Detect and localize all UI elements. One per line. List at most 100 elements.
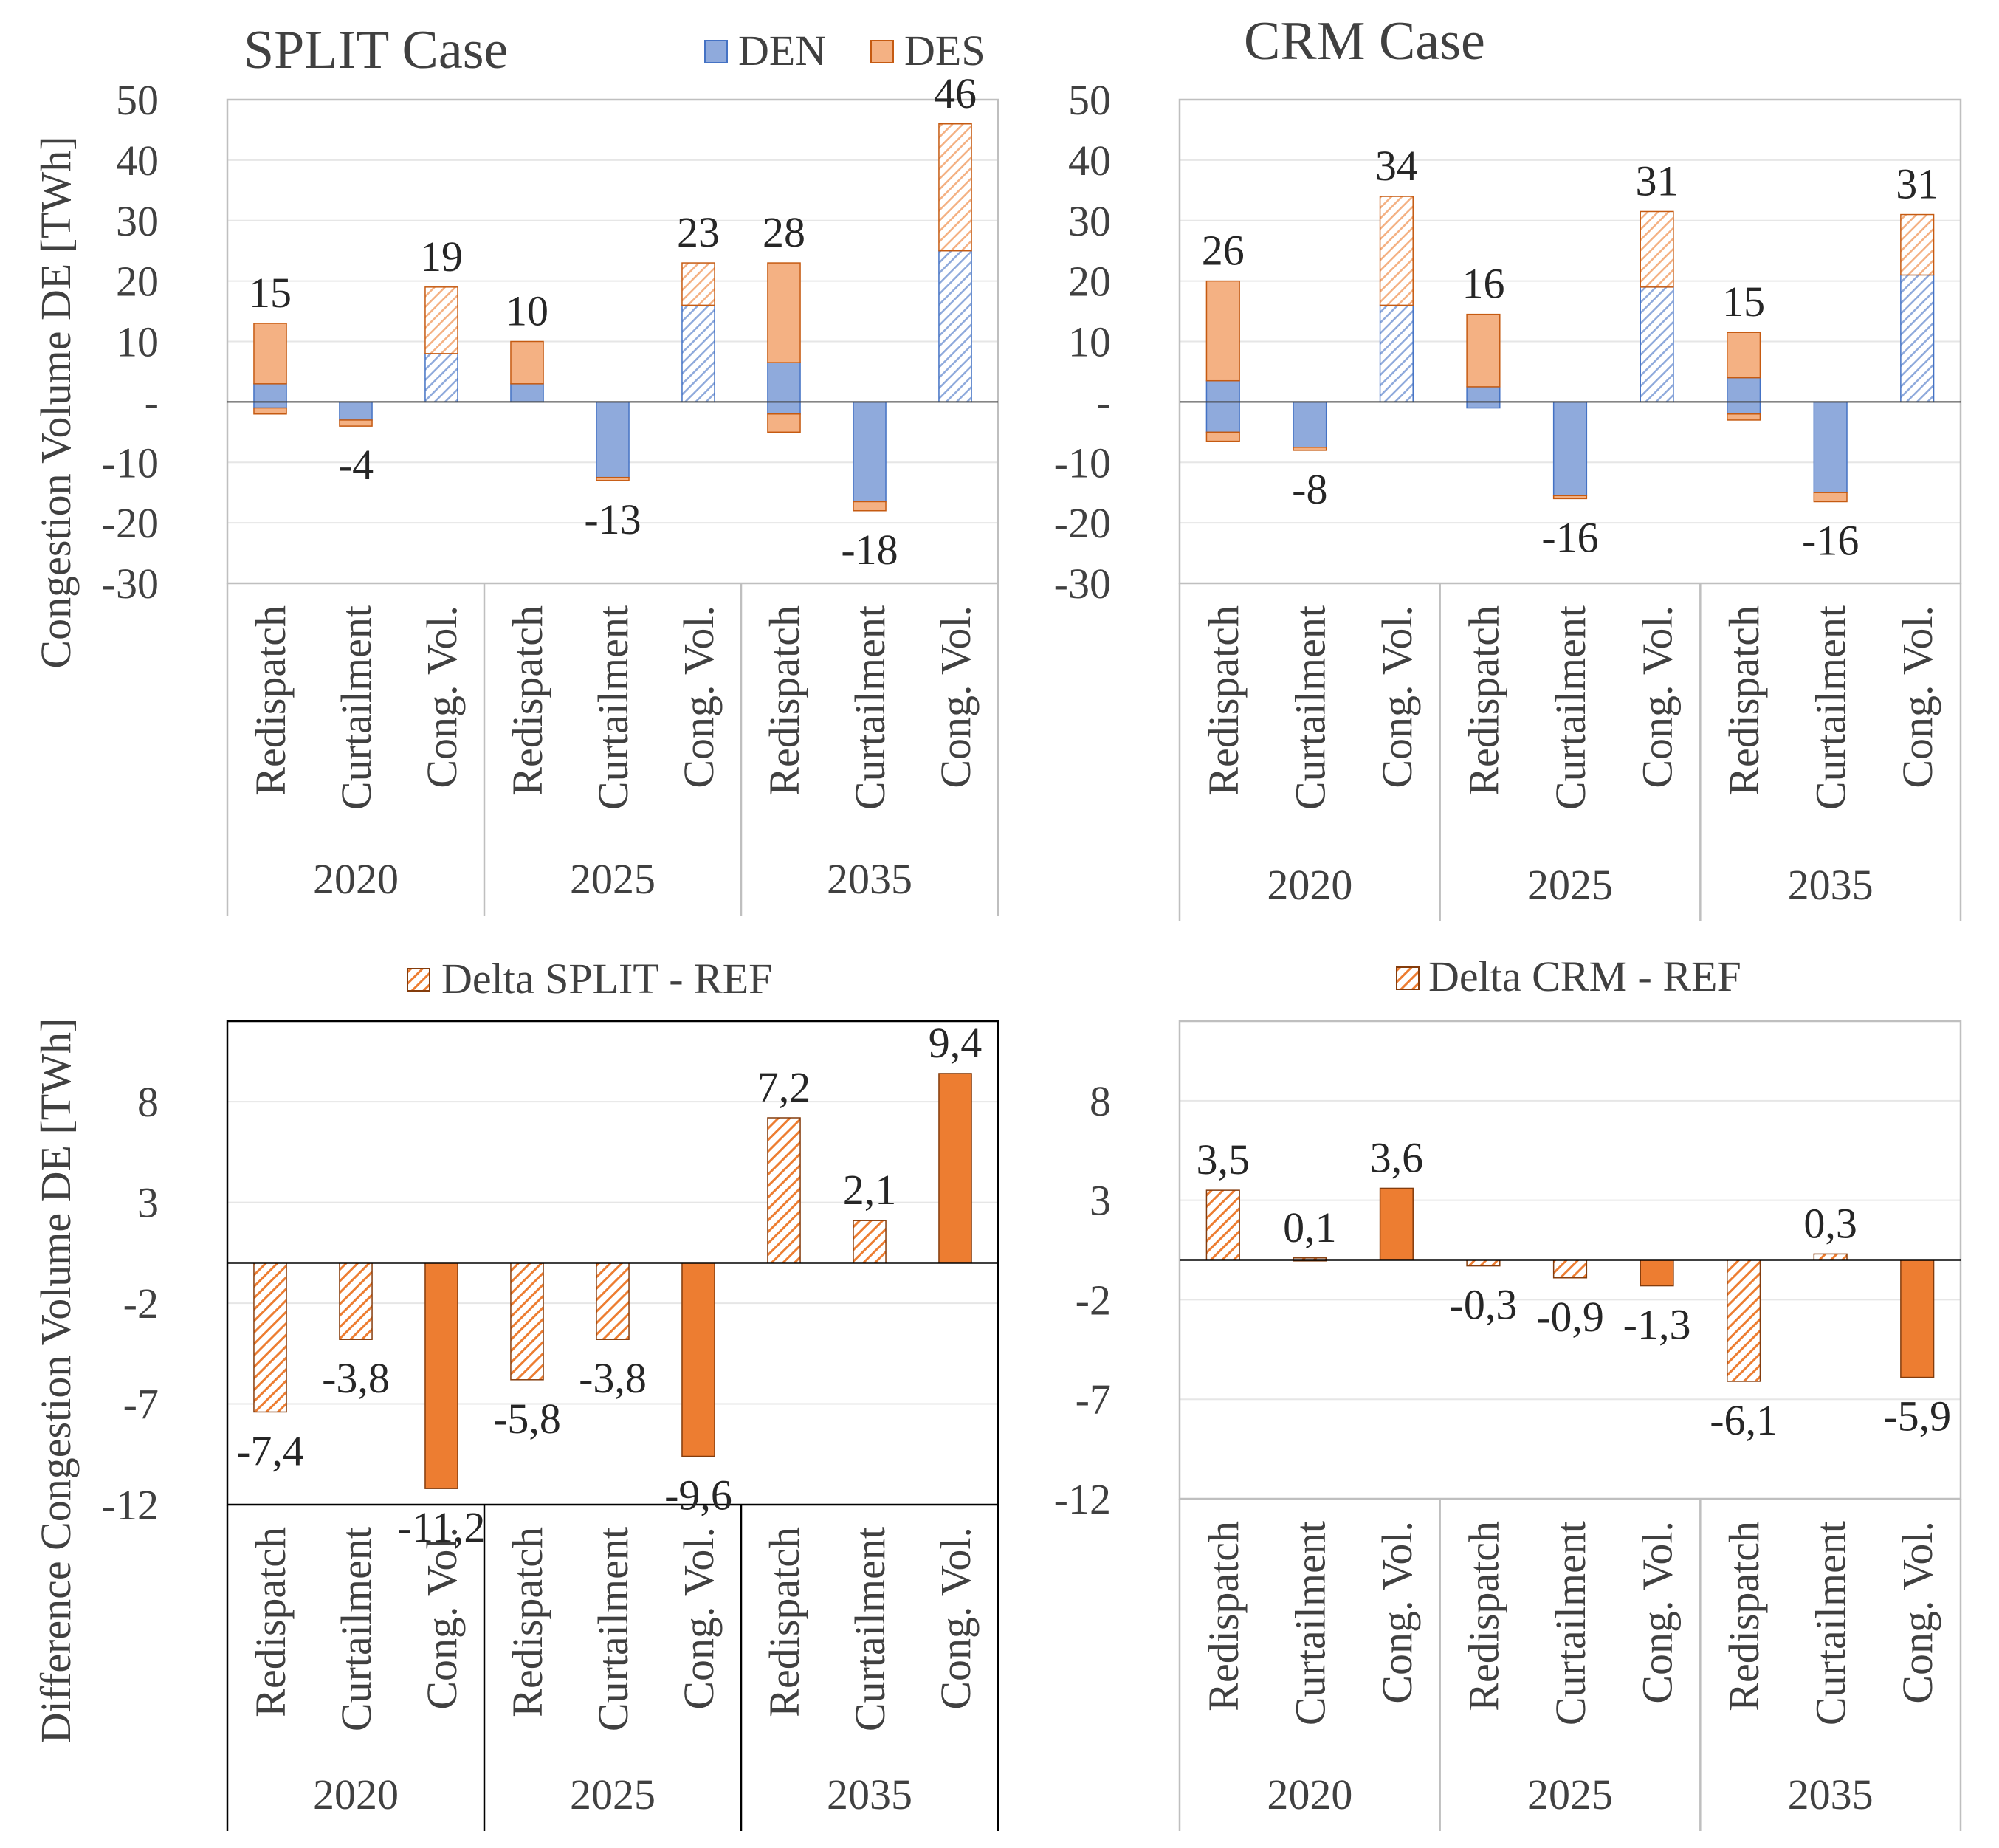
bar-des-negative <box>1552 495 1588 500</box>
bar-den-positive <box>681 304 715 403</box>
category-label: Cong. Vol. <box>1373 1521 1421 1704</box>
bar-delta <box>596 1262 630 1340</box>
y-tick-label: -7 <box>1076 1375 1111 1423</box>
data-label: 10 <box>506 287 548 335</box>
bar-des-negative <box>1293 447 1327 451</box>
chart-title: SPLIT Case <box>244 20 508 80</box>
category-label: Curtailment <box>1546 605 1594 810</box>
y-tick-label: -10 <box>1054 439 1111 487</box>
category-label: Cong. Vol. <box>1893 1521 1941 1704</box>
legend-label-den: DEN <box>738 27 826 75</box>
year-label: 2025 <box>1527 861 1613 909</box>
data-label: -16 <box>1802 516 1859 564</box>
bar-den-positive <box>1466 386 1501 403</box>
bar-delta <box>853 1220 887 1264</box>
data-label: -11,2 <box>398 1503 486 1551</box>
y-tick-label: 8 <box>137 1078 159 1126</box>
data-label: 34 <box>1375 142 1418 190</box>
y-tick-label: 50 <box>1068 76 1111 124</box>
data-label: -16 <box>1541 513 1598 561</box>
year-label: 2035 <box>1788 1770 1874 1818</box>
bar-den-positive <box>1379 304 1414 403</box>
category-label: Curtailment <box>846 605 894 810</box>
y-tick-label: 40 <box>1068 137 1111 185</box>
year-label: 2020 <box>313 1770 399 1818</box>
chart-delta-split-ref: Delta SPLIT - REF Difference Congestion … <box>32 955 999 1831</box>
bar-des-positive <box>1466 313 1501 388</box>
data-label: -4 <box>338 441 374 489</box>
plot-frame <box>1178 98 1962 585</box>
bar-delta <box>253 1262 287 1413</box>
bar-den-positive <box>1640 286 1674 403</box>
data-label: 9,4 <box>929 1019 983 1067</box>
data-label: 3,6 <box>1370 1133 1424 1181</box>
y-tick-label: 20 <box>116 258 159 306</box>
bar-des-positive <box>1900 213 1935 276</box>
bar-des-positive <box>424 286 458 354</box>
bar-den-negative <box>1813 401 1848 493</box>
y-tick-label: -2 <box>123 1279 159 1327</box>
bar-des-positive <box>681 262 715 306</box>
category-label: Curtailment <box>1286 1521 1334 1725</box>
year-label: 2035 <box>1788 861 1874 909</box>
data-label: 19 <box>420 233 463 281</box>
bar-des-negative <box>1205 431 1240 442</box>
bar-den-positive <box>253 383 287 403</box>
category-label: Redispatch <box>1200 1521 1248 1711</box>
chart-title: CRM Case <box>1244 11 1485 72</box>
y-axis-label: Congestion Volume DE [TWh] <box>32 136 80 668</box>
bar-delta <box>1640 1259 1674 1287</box>
bar-des-positive <box>938 123 972 252</box>
category-label: Redispatch <box>503 1527 551 1717</box>
year-label: 2020 <box>1267 1770 1352 1818</box>
data-label: -7,4 <box>236 1426 304 1474</box>
data-label: -18 <box>841 526 898 574</box>
data-label: -6,1 <box>1710 1396 1778 1444</box>
bar-delta <box>1727 1259 1761 1382</box>
data-label: -0,3 <box>1450 1281 1518 1329</box>
bar-den-positive <box>1727 377 1761 403</box>
bar-den-negative <box>1293 401 1327 448</box>
legend-swatch-delta <box>407 968 430 992</box>
bar-den-positive <box>1205 379 1240 403</box>
y-tick-label: 3 <box>137 1179 159 1227</box>
data-label: 2,1 <box>843 1166 897 1214</box>
data-label: 7,2 <box>757 1063 811 1111</box>
data-label: 0,1 <box>1283 1203 1337 1251</box>
bar-des-positive <box>253 323 287 385</box>
data-label: 31 <box>1636 157 1679 205</box>
y-tick-label: 3 <box>1090 1177 1111 1225</box>
bar-den-negative <box>596 401 630 478</box>
year-label: 2020 <box>313 855 399 903</box>
bar-des-negative <box>1727 413 1761 421</box>
bar-des-positive <box>1727 332 1761 379</box>
bar-den-negative <box>1552 401 1588 497</box>
legend-label-delta: Delta CRM - REF <box>1428 952 1741 1000</box>
bar-delta <box>1379 1187 1414 1261</box>
data-label: 26 <box>1202 227 1245 275</box>
bar-delta <box>339 1262 373 1340</box>
data-label: 28 <box>763 208 805 256</box>
bar-den-negative <box>1205 401 1240 433</box>
legend-swatch-des <box>870 40 894 63</box>
category-label: Cong. Vol. <box>1373 605 1421 789</box>
legend-label-des: DES <box>904 27 985 75</box>
data-label: -9,6 <box>664 1471 732 1519</box>
year-label: 2025 <box>570 1770 656 1818</box>
y-tick-label: 20 <box>1068 258 1111 306</box>
bar-des-negative <box>596 476 630 481</box>
bar-des-negative <box>1813 492 1848 503</box>
y-tick-label: -12 <box>1054 1475 1111 1523</box>
category-label: Redispatch <box>1720 605 1768 796</box>
year-label: 2020 <box>1267 861 1352 909</box>
y-tick-label: - <box>1097 378 1111 426</box>
category-label: Redispatch <box>247 1527 295 1717</box>
bar-des-negative <box>339 419 373 427</box>
data-label: -5,8 <box>493 1395 561 1443</box>
data-label: -1,3 <box>1623 1301 1691 1349</box>
bar-des-positive <box>1640 210 1674 288</box>
legend-swatch-delta <box>1396 966 1420 990</box>
y-tick-label: 8 <box>1090 1077 1111 1125</box>
bar-den-positive <box>938 250 972 403</box>
category-label: Curtailment <box>1807 1521 1855 1725</box>
